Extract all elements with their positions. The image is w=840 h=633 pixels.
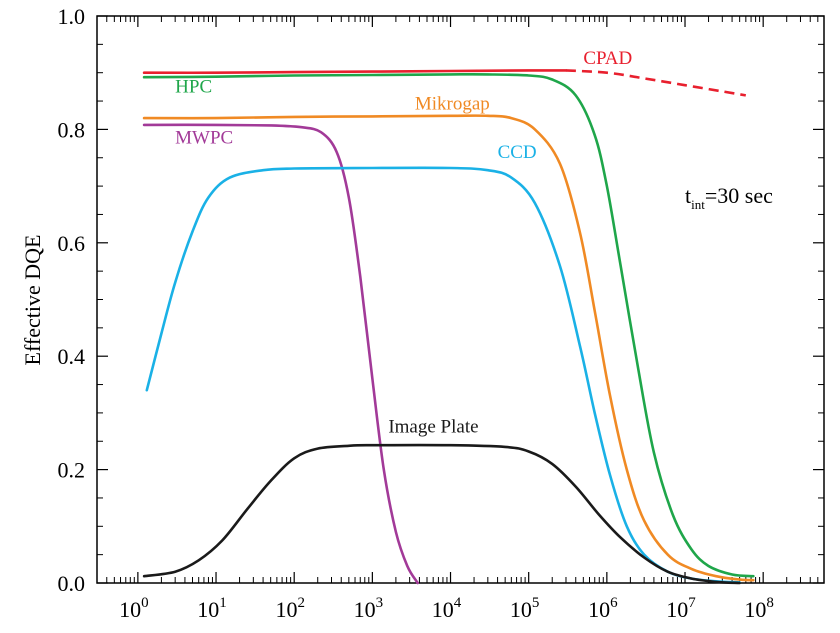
x-tick-exponent: 6 bbox=[610, 595, 618, 611]
x-tick-label: 102 bbox=[275, 595, 305, 622]
x-tick-label: 101 bbox=[197, 595, 227, 622]
series-line-ccd bbox=[145, 166, 741, 584]
series-label-ccd: CCD bbox=[498, 142, 537, 163]
x-tick-exponent: 8 bbox=[766, 595, 774, 611]
series-lines bbox=[142, 69, 755, 585]
y-axis-title: Effective DQE bbox=[20, 235, 45, 366]
x-tick-exponent: 3 bbox=[376, 595, 384, 611]
x-tick-mantissa: 10 bbox=[197, 597, 219, 622]
series-line-mwpc bbox=[142, 123, 419, 585]
series-line-cpad-extrapolated bbox=[565, 69, 747, 97]
annotation-value: =30 sec bbox=[705, 183, 773, 208]
axis-ticks: 100 101 102 103 104 105 106 107 1080.00.20.40.60… bbox=[58, 4, 825, 622]
x-tick-mantissa: 10 bbox=[432, 597, 454, 622]
x-tick-mantissa: 10 bbox=[119, 597, 141, 622]
series-label-hpc: HPC bbox=[175, 77, 212, 98]
x-tick-mantissa: 10 bbox=[275, 597, 297, 622]
x-tick-label: 107 bbox=[666, 595, 696, 622]
series-line-hpc bbox=[142, 72, 755, 578]
x-tick-mantissa: 10 bbox=[588, 597, 610, 622]
x-tick-exponent: 0 bbox=[141, 595, 149, 611]
x-tick-mantissa: 10 bbox=[744, 597, 766, 622]
y-tick-label: 0.8 bbox=[58, 117, 86, 142]
series-line-image-plate bbox=[142, 443, 741, 585]
series-line-mikrogap bbox=[142, 114, 755, 582]
x-tick-label: 100 bbox=[119, 595, 149, 622]
annotation-subscript: int bbox=[691, 197, 705, 212]
x-tick-label: 106 bbox=[588, 595, 618, 622]
series-label-image-plate: Image Plate bbox=[388, 417, 478, 438]
x-tick-mantissa: 10 bbox=[510, 597, 532, 622]
x-tick-label: 104 bbox=[432, 595, 462, 622]
series-labels: CPAD HPC Mikrogap MWPC CCD Image Plate bbox=[175, 48, 632, 438]
series-line-cpad bbox=[142, 69, 568, 75]
x-tick-exponent: 1 bbox=[219, 595, 227, 611]
x-tick-mantissa: 10 bbox=[666, 597, 688, 622]
y-tick-label: 1.0 bbox=[58, 4, 86, 29]
integration-time-annotation: tint=30 sec bbox=[685, 183, 773, 212]
y-tick-label: 0.4 bbox=[58, 344, 86, 369]
annotation-base: t bbox=[685, 183, 691, 208]
x-tick-label: 103 bbox=[354, 595, 384, 622]
series-label-mwpc: MWPC bbox=[175, 128, 233, 149]
x-tick-label: 108 bbox=[744, 595, 774, 622]
y-tick-label: 0.0 bbox=[58, 571, 86, 596]
x-tick-exponent: 4 bbox=[454, 595, 462, 611]
series-label-cpad: CPAD bbox=[583, 48, 632, 69]
x-tick-exponent: 2 bbox=[297, 595, 305, 611]
x-tick-label: 105 bbox=[510, 595, 540, 622]
x-tick-exponent: 7 bbox=[688, 595, 696, 611]
y-tick-label: 0.6 bbox=[58, 231, 86, 256]
series-label-mikrogap: Mikrogap bbox=[415, 94, 490, 115]
x-tick-exponent: 5 bbox=[532, 595, 540, 611]
x-tick-mantissa: 10 bbox=[354, 597, 376, 622]
y-tick-label: 0.2 bbox=[58, 458, 86, 483]
